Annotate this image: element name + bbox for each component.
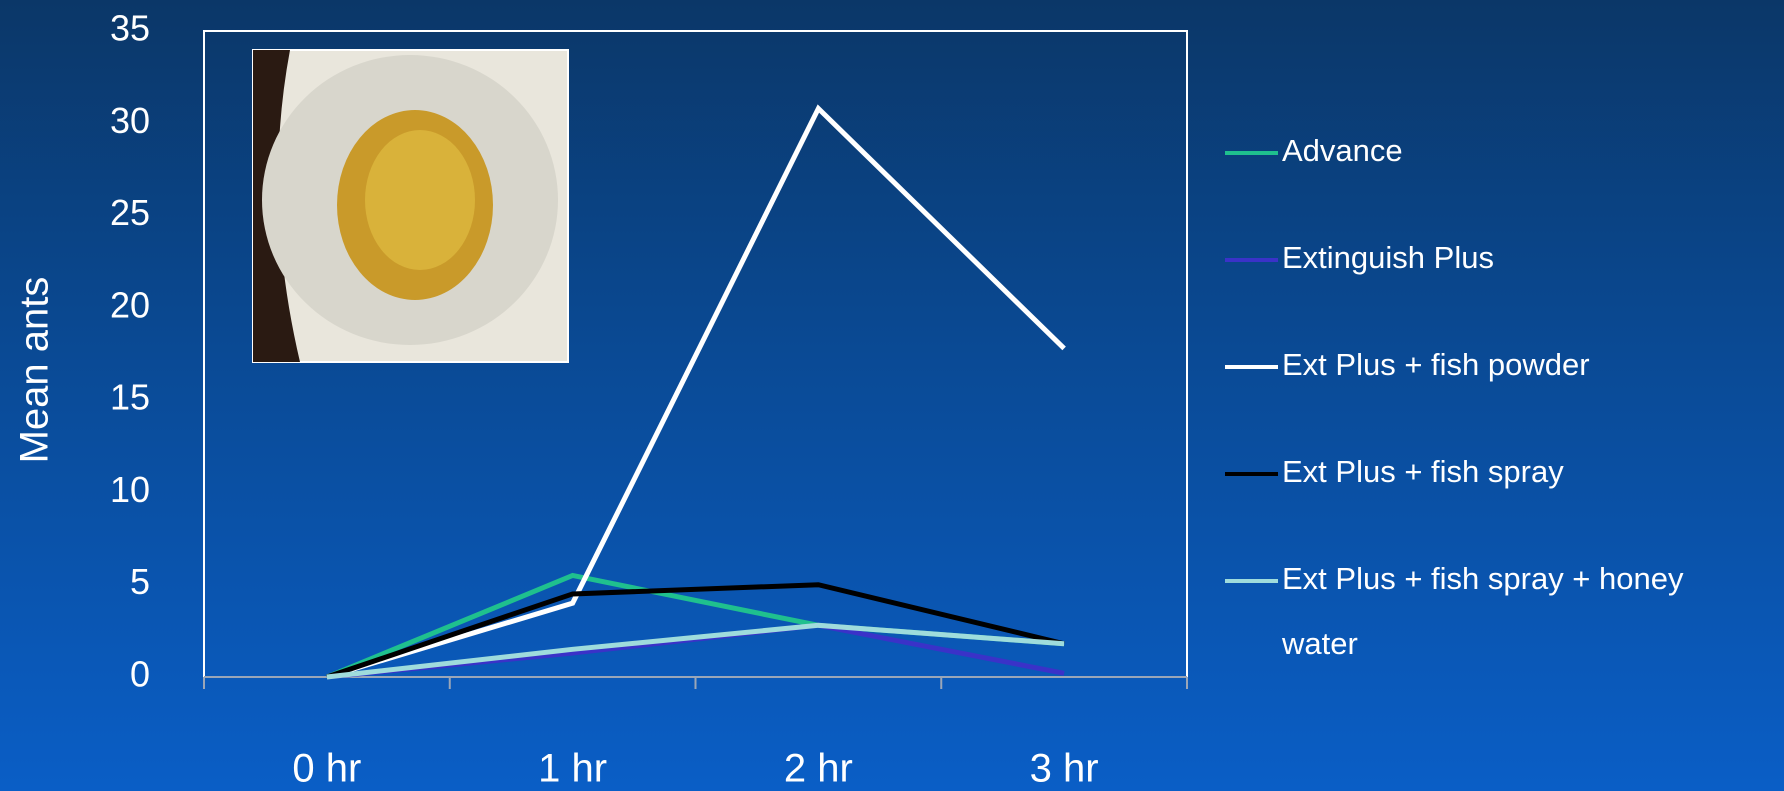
y-tick-label: 20 <box>110 284 150 325</box>
x-tick-label: 0 hr <box>292 747 361 791</box>
legend-label: Ext Plus + fish spray <box>1282 454 1564 489</box>
y-tick-label: 10 <box>110 469 150 510</box>
legend-label: Advance <box>1282 133 1403 168</box>
legend-item: Ext Plus + fish spray + honey water <box>1225 554 1765 676</box>
legend-label: Ext Plus + fish powder <box>1282 347 1590 382</box>
series-line <box>326 582 1065 680</box>
legend-item: Advance <box>1225 126 1765 183</box>
legend-label: Ext Plus + fish spray + honey water <box>1282 561 1684 661</box>
series-line <box>326 622 1065 680</box>
legend: Advance Extinguish Plus Ext Plus + fish po… <box>1225 126 1765 726</box>
legend-item: Extinguish Plus <box>1225 233 1765 290</box>
y-axis-label: Mean ants <box>13 277 57 464</box>
inset-photo <box>252 49 569 363</box>
y-tick-label: 25 <box>110 192 150 233</box>
y-tick-label: 30 <box>110 100 150 141</box>
series-line <box>326 104 1066 680</box>
x-tick-label: 1 hr <box>538 747 607 791</box>
y-tick-label: 5 <box>130 561 150 602</box>
legend-swatch <box>1225 365 1278 369</box>
y-tick-label: 0 <box>130 654 150 695</box>
x-tick-label: 2 hr <box>784 747 853 791</box>
x-tick-label: 3 hr <box>1030 747 1099 791</box>
legend-label: Extinguish Plus <box>1282 240 1494 275</box>
legend-swatch <box>1225 579 1278 583</box>
legend-swatch <box>1225 472 1278 476</box>
legend-item: Ext Plus + fish powder <box>1225 340 1765 397</box>
y-tick-label: 35 <box>110 8 150 49</box>
legend-item: Ext Plus + fish spray <box>1225 447 1765 504</box>
legend-swatch <box>1225 258 1278 262</box>
legend-swatch <box>1225 151 1278 155</box>
y-tick-label: 15 <box>110 377 150 418</box>
